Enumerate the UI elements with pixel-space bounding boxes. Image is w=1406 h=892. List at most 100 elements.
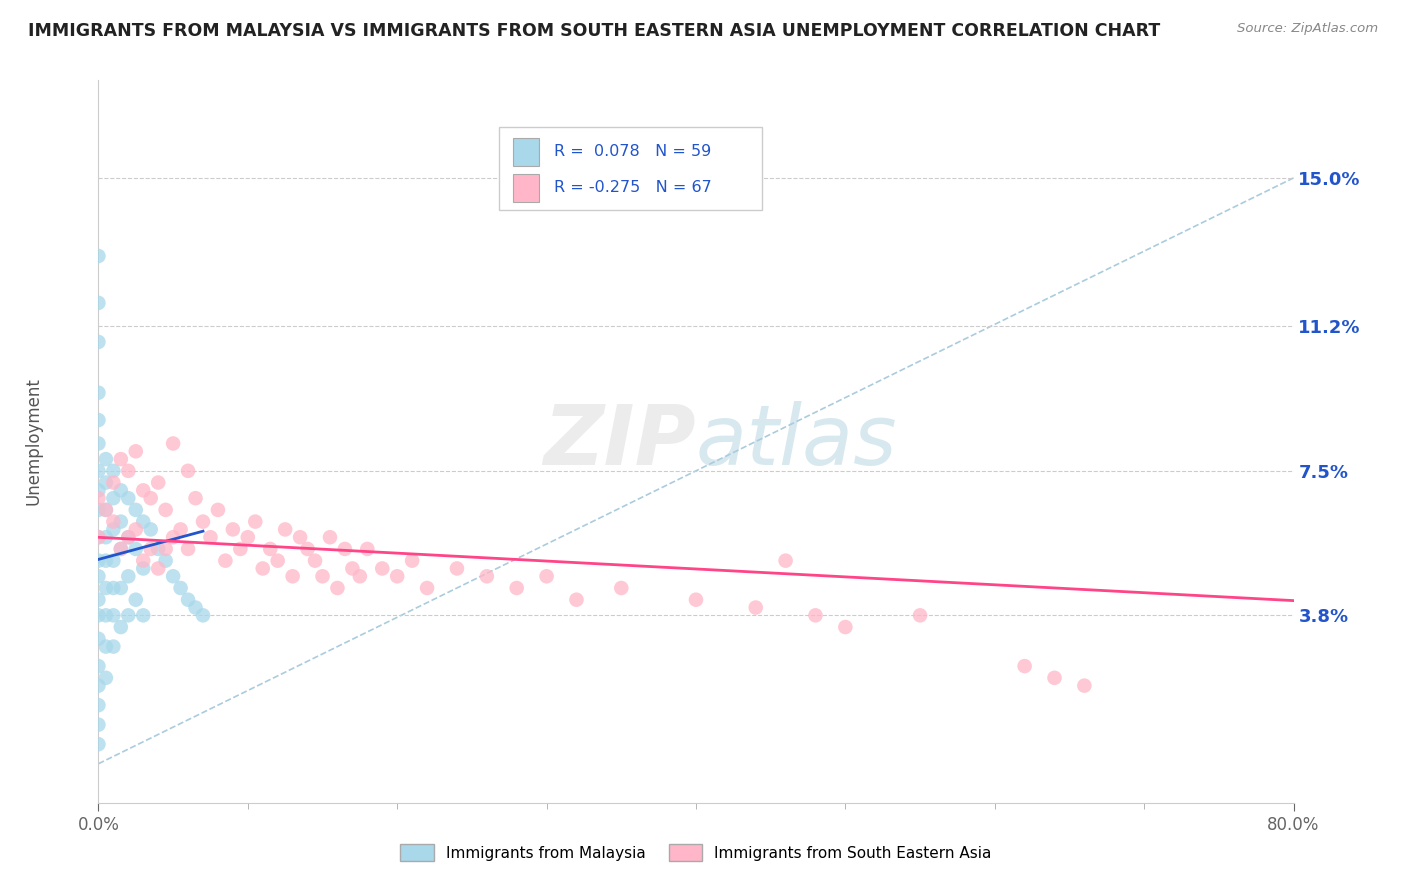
Point <box>155 554 177 568</box>
Point <box>184 600 207 615</box>
Point <box>177 592 200 607</box>
Point <box>177 541 200 556</box>
Point <box>191 608 214 623</box>
Point <box>110 541 132 556</box>
Point <box>87 334 110 349</box>
Point <box>214 554 236 568</box>
Point <box>148 475 170 490</box>
Point <box>125 541 148 556</box>
Point <box>125 503 148 517</box>
Point <box>103 491 125 505</box>
Point <box>162 530 184 544</box>
Point <box>87 413 110 427</box>
Point <box>169 581 191 595</box>
Point <box>139 523 162 537</box>
Point <box>87 592 110 607</box>
Point <box>117 608 139 623</box>
Point <box>565 592 588 607</box>
Point <box>162 436 184 450</box>
Point <box>506 581 529 595</box>
Point <box>191 515 214 529</box>
Point <box>87 503 110 517</box>
Point <box>1014 659 1036 673</box>
Point <box>834 620 856 634</box>
Point <box>94 503 117 517</box>
Y-axis label: Unemployment: Unemployment <box>25 377 42 506</box>
Point <box>536 569 558 583</box>
Point <box>125 444 148 458</box>
Point <box>87 632 110 646</box>
Point <box>371 561 394 575</box>
Text: R = -0.275   N = 67: R = -0.275 N = 67 <box>554 180 711 195</box>
Point <box>94 503 117 517</box>
Point <box>356 541 378 556</box>
Text: IMMIGRANTS FROM MALAYSIA VS IMMIGRANTS FROM SOUTH EASTERN ASIA UNEMPLOYMENT CORR: IMMIGRANTS FROM MALAYSIA VS IMMIGRANTS F… <box>28 22 1160 40</box>
Point <box>155 503 177 517</box>
Point <box>117 569 139 583</box>
Point <box>775 554 797 568</box>
Point <box>132 483 155 498</box>
Point <box>326 581 349 595</box>
Point <box>110 620 132 634</box>
Point <box>132 608 155 623</box>
Point <box>148 561 170 575</box>
Point <box>685 592 707 607</box>
Point <box>110 483 132 498</box>
Point <box>148 541 170 556</box>
Point <box>297 541 319 556</box>
Point <box>281 569 304 583</box>
Point <box>267 554 290 568</box>
Point <box>87 608 110 623</box>
Text: R =  0.078   N = 59: R = 0.078 N = 59 <box>554 145 711 160</box>
Point <box>139 491 162 505</box>
Point <box>87 530 110 544</box>
Point <box>117 530 139 544</box>
Point <box>110 515 132 529</box>
Point <box>446 561 468 575</box>
Point <box>222 523 245 537</box>
Point <box>169 523 191 537</box>
Point <box>87 717 110 731</box>
Point <box>117 530 139 544</box>
Point <box>103 475 125 490</box>
Point <box>110 581 132 595</box>
FancyBboxPatch shape <box>513 138 540 166</box>
Point <box>311 569 333 583</box>
Point <box>87 530 110 544</box>
Point <box>288 530 311 544</box>
Point <box>236 530 259 544</box>
Point <box>94 475 117 490</box>
Point <box>274 523 297 537</box>
Point <box>401 554 423 568</box>
Point <box>87 483 110 498</box>
Point <box>139 541 162 556</box>
Point <box>87 659 110 673</box>
Point <box>87 436 110 450</box>
Point <box>475 569 498 583</box>
Point <box>132 554 155 568</box>
Point <box>319 530 342 544</box>
Point <box>94 640 117 654</box>
Point <box>304 554 326 568</box>
Point <box>87 464 110 478</box>
Point <box>87 296 110 310</box>
FancyBboxPatch shape <box>499 128 762 211</box>
Point <box>162 569 184 583</box>
Point <box>87 249 110 263</box>
Point <box>94 671 117 685</box>
Text: ZIP: ZIP <box>543 401 696 482</box>
Point <box>94 452 117 467</box>
Point <box>200 530 222 544</box>
Point <box>103 464 125 478</box>
Point <box>177 464 200 478</box>
Point <box>259 541 281 556</box>
Point <box>110 541 132 556</box>
Point <box>342 561 364 575</box>
Point <box>1043 671 1066 685</box>
Point <box>908 608 931 623</box>
Point <box>103 554 125 568</box>
Point <box>103 608 125 623</box>
Point <box>87 698 110 713</box>
Point <box>87 385 110 400</box>
Point <box>94 554 117 568</box>
